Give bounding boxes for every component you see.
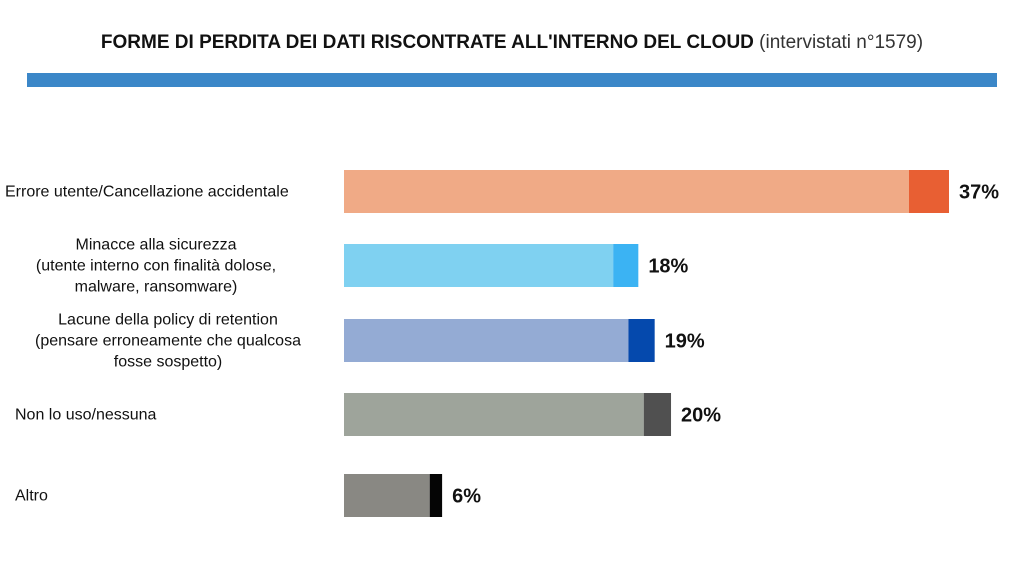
category-label-1: Minacce alla sicurezza (utente interno co…	[36, 237, 276, 296]
value-label-3: 20%	[681, 405, 721, 427]
bar-group-4: 6% Altro	[15, 474, 481, 517]
category-label-line: (utente interno con finalità dolose,	[36, 258, 276, 275]
category-label-line: Minacce alla sicurezza	[76, 237, 237, 254]
category-label-line: fosse sospetto)	[114, 354, 223, 371]
bar-accent-4	[429, 474, 443, 517]
value-label-2: 19%	[665, 331, 705, 353]
bar-accent-2	[628, 319, 655, 362]
value-label-1: 18%	[648, 256, 688, 278]
bar-accent-3	[643, 393, 672, 436]
bar-0	[344, 170, 909, 213]
category-label-3: Non lo uso/nessuna	[15, 407, 157, 424]
bar-2	[344, 319, 629, 362]
category-label-4: Altro	[15, 488, 48, 505]
category-label-line: Non lo uso/nessuna	[15, 407, 157, 424]
category-label-line: (pensare erroneamente che qualcosa	[35, 333, 301, 350]
bar-1	[344, 244, 614, 287]
bar-group-3: 20% Non lo uso/nessuna	[15, 393, 721, 436]
bar-4	[344, 474, 430, 517]
category-label-0: Errore utente/Cancellazione accidentale	[5, 184, 289, 201]
bar-group-2: 19% Lacune della policy di retention (pens…	[35, 312, 705, 371]
chart-title-main: FORME DI PERDITA DEI DATI RISCONTRATE AL…	[100, 32, 754, 53]
title-underline-bar	[27, 73, 997, 87]
category-label-line: Errore utente/Cancellazione accidentale	[5, 184, 289, 201]
category-label-line: Lacune della policy di retention	[58, 312, 278, 329]
bar-3	[344, 393, 644, 436]
value-label-0: 37%	[959, 182, 999, 204]
category-label-2: Lacune della policy di retention (pensare…	[35, 312, 301, 371]
bar-accent-0	[909, 170, 949, 213]
chart-title: FORME DI PERDITA DEI DATI RISCONTRATE AL…	[0, 32, 1024, 54]
bar-group-1: 18% Minacce alla sicurezza (utente interno…	[36, 237, 689, 296]
bar-group-0: 37% Errore utente/Cancellazione accidenta…	[5, 170, 999, 213]
chart-subtitle: (intervistati n°1579)	[759, 32, 924, 53]
bar-accent-1	[613, 244, 639, 287]
value-label-4: 6%	[452, 486, 481, 508]
category-label-line: Altro	[15, 488, 48, 505]
category-label-line: malware, ransomware)	[75, 279, 238, 296]
